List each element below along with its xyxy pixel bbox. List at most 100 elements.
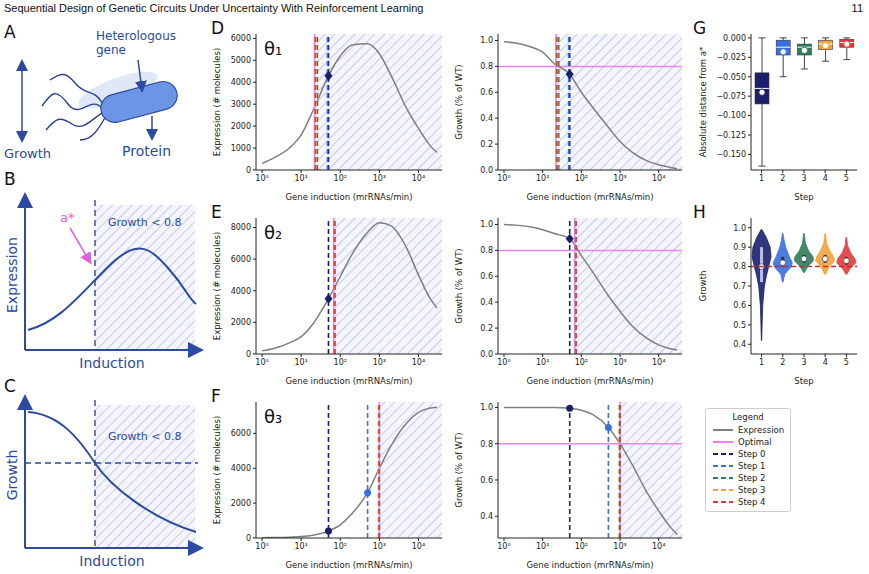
- svg-text:10³: 10³: [373, 542, 386, 551]
- svg-text:10⁴: 10⁴: [412, 542, 425, 551]
- svg-text:Growth: Growth: [698, 271, 708, 302]
- svg-text:0.4: 0.4: [480, 114, 493, 123]
- svg-text:10¹: 10¹: [294, 174, 307, 183]
- svg-text:Growth (% of WT): Growth (% of WT): [454, 248, 464, 323]
- svg-text:1.0: 1.0: [733, 224, 746, 233]
- svg-text:0: 0: [246, 350, 251, 359]
- svg-text:0.8: 0.8: [480, 440, 493, 449]
- svg-text:Step: Step: [794, 376, 813, 386]
- svg-text:B: B: [4, 169, 16, 189]
- svg-text:1.0: 1.0: [480, 403, 493, 412]
- svg-text:4000: 4000: [231, 464, 251, 473]
- svg-text:4: 4: [823, 174, 828, 183]
- svg-text:6000: 6000: [231, 255, 251, 264]
- svg-text:Growth: Growth: [4, 146, 51, 161]
- svg-text:0.000: 0.000: [723, 34, 746, 43]
- svg-text:Expression (# molecules): Expression (# molecules): [212, 416, 222, 524]
- svg-text:10⁰: 10⁰: [497, 358, 510, 367]
- svg-text:8000: 8000: [231, 223, 251, 232]
- svg-text:Step: Step: [794, 192, 813, 202]
- svg-text:Growth: Growth: [4, 450, 20, 501]
- svg-text:10²: 10²: [334, 174, 347, 183]
- svg-text:10¹: 10¹: [294, 542, 307, 551]
- svg-text:Growth (% of WT): Growth (% of WT): [454, 432, 464, 507]
- svg-text:0.5: 0.5: [733, 321, 746, 330]
- svg-text:A: A: [4, 22, 16, 42]
- svg-text:a*: a*: [60, 210, 75, 225]
- svg-text:C: C: [4, 376, 16, 396]
- svg-text:2: 2: [780, 358, 785, 367]
- svg-text:10²: 10²: [334, 542, 347, 551]
- svg-text:3: 3: [801, 174, 806, 183]
- svg-text:10⁴: 10⁴: [412, 358, 425, 367]
- svg-text:0.8: 0.8: [480, 62, 493, 71]
- svg-text:1: 1: [759, 174, 764, 183]
- svg-text:10⁰: 10⁰: [255, 358, 268, 367]
- svg-text:Induction: Induction: [79, 355, 144, 371]
- svg-text:10³: 10³: [613, 174, 626, 183]
- svg-text:0.0: 0.0: [480, 166, 493, 175]
- svg-text:2: 2: [780, 174, 785, 183]
- svg-text:10³: 10³: [373, 358, 386, 367]
- svg-text:Expression (# molecules): Expression (# molecules): [212, 48, 222, 156]
- svg-text:2000: 2000: [231, 122, 251, 131]
- svg-text:Gene induction (mrRNAs/min): Gene induction (mrRNAs/min): [285, 192, 412, 202]
- svg-text:10⁴: 10⁴: [652, 358, 665, 367]
- svg-text:2000: 2000: [231, 318, 251, 327]
- svg-text:0.2: 0.2: [480, 324, 493, 333]
- svg-text:−0.125: −0.125: [716, 131, 746, 140]
- svg-text:10³: 10³: [613, 358, 626, 367]
- svg-text:1000: 1000: [231, 144, 251, 153]
- svg-text:Growth < 0.8: Growth < 0.8: [108, 430, 182, 443]
- svg-text:10²: 10²: [334, 358, 347, 367]
- svg-text:10¹: 10¹: [536, 358, 549, 367]
- svg-text:0.9: 0.9: [733, 243, 746, 252]
- svg-text:0.4: 0.4: [480, 512, 493, 521]
- svg-text:4: 4: [823, 358, 828, 367]
- svg-text:−0.150: −0.150: [716, 150, 746, 159]
- svg-text:0.4: 0.4: [733, 340, 746, 349]
- svg-text:0.6: 0.6: [480, 272, 493, 281]
- svg-text:1.0: 1.0: [480, 220, 493, 229]
- svg-text:3000: 3000: [231, 100, 251, 109]
- svg-text:10⁰: 10⁰: [497, 174, 510, 183]
- svg-text:Gene induction (mrRNAs/min): Gene induction (mrRNAs/min): [526, 376, 653, 386]
- svg-text:0.6: 0.6: [733, 301, 746, 310]
- svg-text:Gene induction (mrRNAs/min): Gene induction (mrRNAs/min): [526, 560, 653, 570]
- svg-text:10²: 10²: [575, 542, 588, 551]
- svg-text:gene: gene: [96, 43, 126, 57]
- svg-text:10¹: 10¹: [294, 358, 307, 367]
- svg-text:10²: 10²: [575, 174, 588, 183]
- svg-text:10³: 10³: [373, 174, 386, 183]
- svg-text:10¹: 10¹: [536, 174, 549, 183]
- svg-text:10³: 10³: [613, 542, 626, 551]
- svg-text:−0.050: −0.050: [716, 73, 746, 82]
- svg-text:−0.100: −0.100: [716, 111, 746, 120]
- svg-text:Gene induction (mrRNAs/min): Gene induction (mrRNAs/min): [285, 560, 412, 570]
- svg-text:5: 5: [844, 174, 849, 183]
- svg-text:6000: 6000: [231, 34, 251, 43]
- svg-text:5000: 5000: [231, 56, 251, 65]
- svg-text:10⁴: 10⁴: [652, 542, 665, 551]
- svg-text:0.6: 0.6: [480, 88, 493, 97]
- svg-text:1: 1: [759, 358, 764, 367]
- svg-text:Expression: Expression: [4, 237, 20, 313]
- svg-text:0.8: 0.8: [480, 246, 493, 255]
- svg-text:5: 5: [844, 358, 849, 367]
- svg-text:Absolute distance from a*: Absolute distance from a*: [698, 47, 708, 158]
- svg-text:Growth (% of WT): Growth (% of WT): [454, 64, 464, 139]
- svg-text:Induction: Induction: [79, 553, 144, 569]
- svg-text:10⁴: 10⁴: [412, 174, 425, 183]
- svg-text:6000: 6000: [231, 429, 251, 438]
- svg-text:Expression (# molecules): Expression (# molecules): [212, 232, 222, 340]
- svg-text:Protein: Protein: [122, 143, 171, 159]
- svg-text:Heterologous: Heterologous: [96, 29, 176, 43]
- svg-text:0.2: 0.2: [480, 140, 493, 149]
- svg-text:0: 0: [246, 166, 251, 175]
- svg-text:Growth < 0.8: Growth < 0.8: [108, 216, 182, 229]
- svg-text:0.4: 0.4: [480, 298, 493, 307]
- svg-text:3: 3: [801, 358, 806, 367]
- svg-text:0.0: 0.0: [480, 350, 493, 359]
- svg-text:−0.075: −0.075: [716, 92, 746, 101]
- svg-text:10¹: 10¹: [536, 542, 549, 551]
